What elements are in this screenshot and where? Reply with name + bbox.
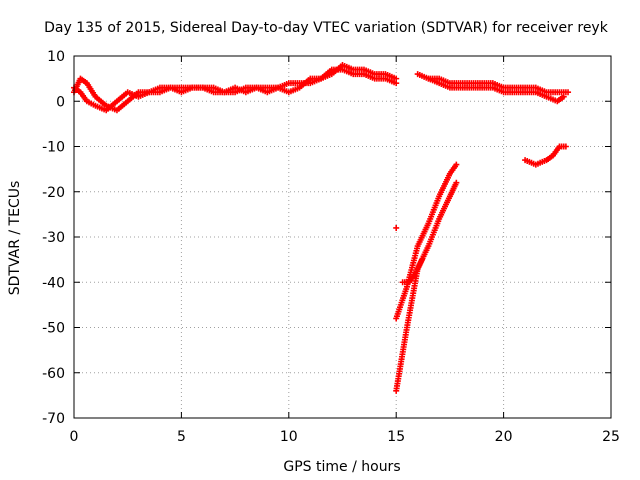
data-point-dip-15h-a <box>453 161 460 168</box>
x-tick-label: 15 <box>387 429 405 445</box>
y-tick-label: 10 <box>47 49 65 65</box>
y-axis-label: SDTVAR / TECUs <box>7 181 23 296</box>
data-point-band-after-16h-b <box>560 93 567 100</box>
x-tick-label: 20 <box>495 429 513 445</box>
y-tick-label: -20 <box>42 185 65 201</box>
x-tick-label: 10 <box>280 429 298 445</box>
data-points <box>71 62 572 394</box>
data-point-dip-15h-b <box>453 179 460 186</box>
y-tick-label: -40 <box>42 275 65 291</box>
y-tick-label: -70 <box>42 411 65 427</box>
x-tick-label: 25 <box>602 429 620 445</box>
y-tick-label: -50 <box>42 321 65 337</box>
x-tick-label: 0 <box>70 429 79 445</box>
data-point-late-segment <box>562 143 569 150</box>
ticks: 0 5 10 15 20 25 10 0 -10 -20 -30 -40 -50 -60 -70 <box>42 49 620 445</box>
grid <box>74 56 611 418</box>
plot-frame <box>73 55 612 419</box>
y-tick-label: -30 <box>42 230 65 246</box>
x-tick-label: 5 <box>177 429 186 445</box>
data-point-dip-15h-c <box>418 256 425 263</box>
y-tick-label: -60 <box>42 366 65 382</box>
x-axis-label: GPS time / hours <box>283 459 400 475</box>
data-point-outlier <box>393 224 400 231</box>
y-tick-label: 0 <box>56 94 65 110</box>
data-point-main-band-b <box>393 75 400 82</box>
data-point-band-after-16h-a <box>565 89 572 96</box>
y-tick-label: -10 <box>42 140 65 156</box>
chart-title: Day 135 of 2015, Sidereal Day-to-day VTE… <box>44 20 609 36</box>
